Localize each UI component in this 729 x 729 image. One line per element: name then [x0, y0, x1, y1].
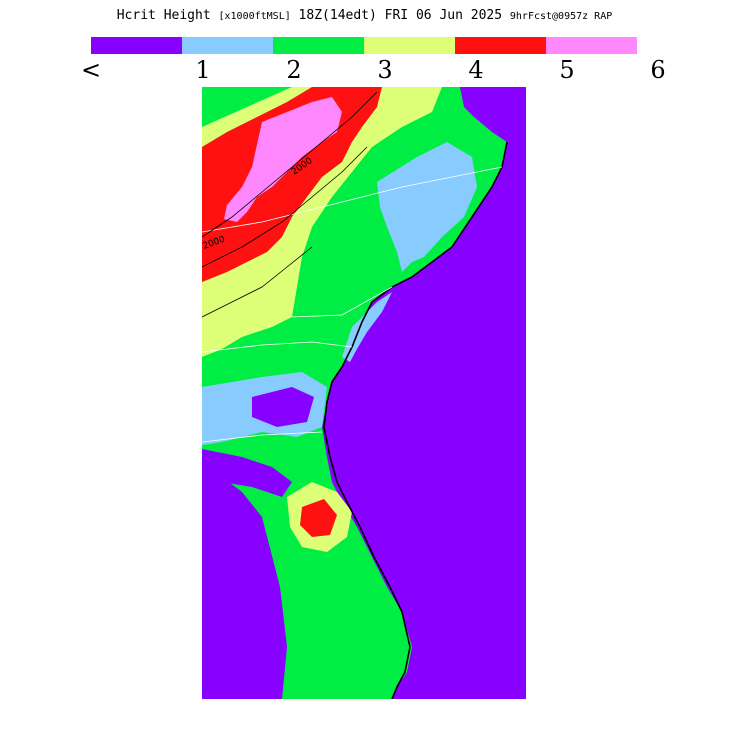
title-units: [x1000ftMSL]	[218, 11, 291, 22]
map-title: Hcrit Height [x1000ftMSL] 18Z(14edt) FRI…	[0, 8, 729, 23]
legend-tick-3: 3	[377, 56, 393, 84]
state-boundary	[202, 166, 503, 443]
title-main: Hcrit Height	[116, 8, 219, 23]
coastline	[323, 141, 508, 699]
legend-swatch-lt1	[91, 37, 182, 54]
region-purple-gulf	[202, 472, 287, 699]
color-legend	[91, 37, 637, 54]
land-region-red	[202, 87, 382, 282]
forecast-map: 2000 2000	[202, 87, 526, 699]
legend-swatch-2-3	[273, 37, 364, 54]
legend-swatch-5-6	[546, 37, 637, 54]
legend-swatch-3-4	[364, 37, 455, 54]
title-forecast: 9hrFcst@0957z RAP	[509, 11, 613, 22]
title-time: 18Z(14edt) FRI 06 Jun 2025	[290, 8, 510, 23]
land-region-pink	[224, 97, 342, 222]
region-purple-georgia	[252, 387, 314, 427]
legend-tick-5: 5	[559, 56, 575, 84]
legend-tick-6: 6	[650, 56, 666, 84]
region-purple-panhandle	[202, 449, 292, 497]
legend-tick-2: 2	[286, 56, 302, 84]
land-region-lightblue-sc	[342, 292, 392, 362]
legend-tick-1: 1	[195, 56, 211, 84]
contour-line	[202, 91, 378, 318]
land-region-lightblue-coast	[377, 142, 477, 272]
legend-tick-4: 4	[468, 56, 484, 84]
region-red-florida	[300, 499, 337, 537]
legend-tick-lt: <	[80, 56, 102, 84]
legend-ticks: < 1 2 3 4 5 6	[0, 56, 729, 86]
legend-swatch-4-5	[455, 37, 546, 54]
legend-swatch-1-2	[182, 37, 273, 54]
